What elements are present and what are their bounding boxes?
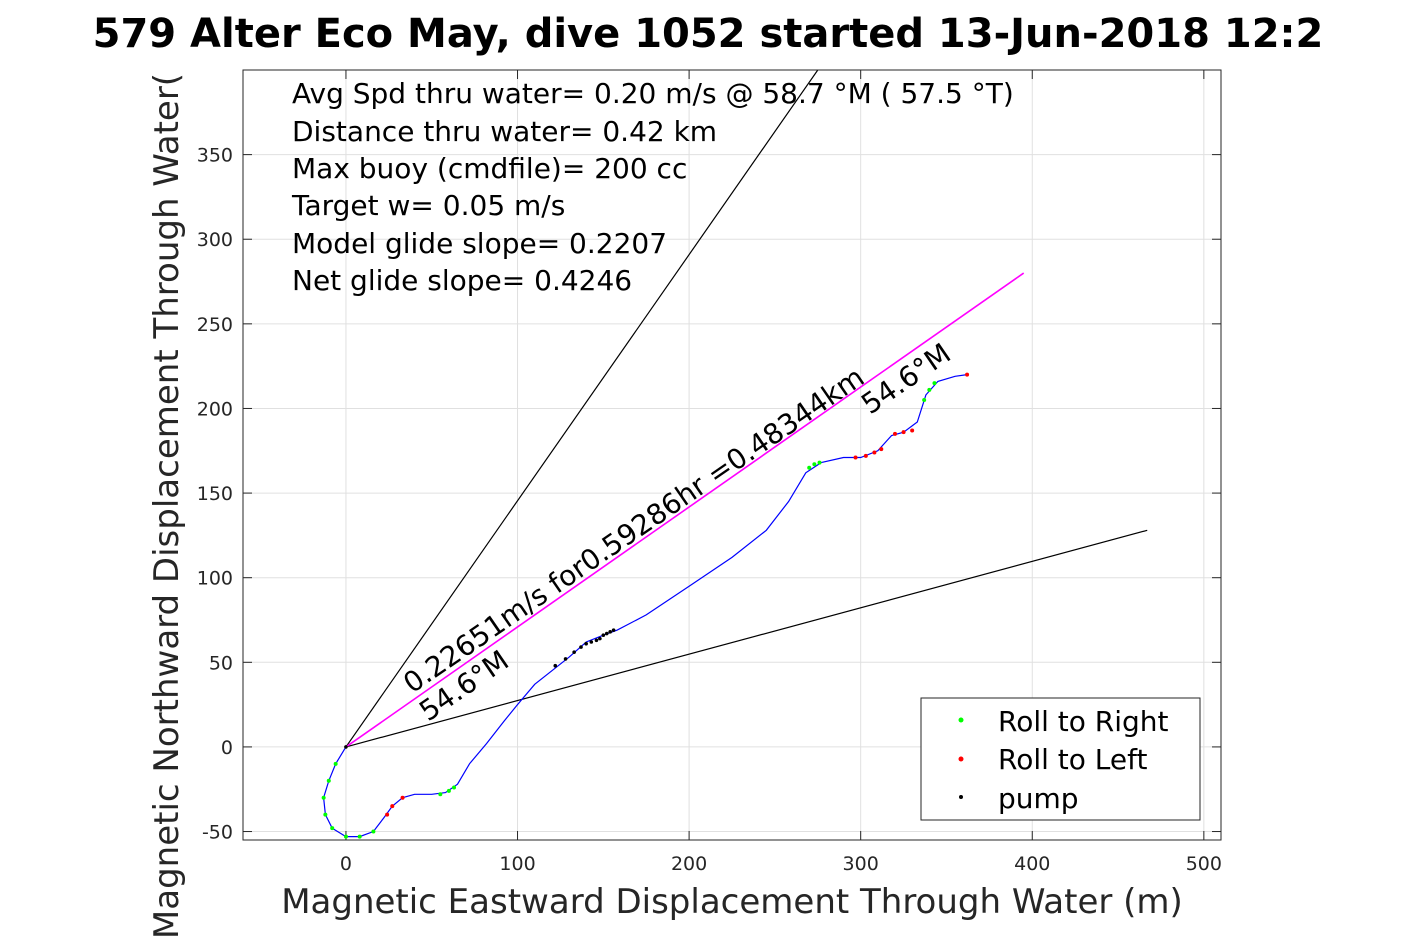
x-tick-label: 400 [1014, 853, 1050, 875]
y-tick-label: 300 [197, 229, 233, 251]
x-tick-label: 300 [843, 853, 879, 875]
roll-right-point [357, 834, 362, 839]
roll-right-point [812, 462, 817, 467]
pump-point [584, 641, 588, 646]
roll-right-point [323, 812, 328, 817]
pump-point [594, 638, 599, 643]
info-box: Avg Spd thru water= 0.20 m/s @ 58.7 °M (… [291, 77, 1014, 297]
pump-point [601, 633, 606, 638]
info-line-max-buoy: Max buoy (cmdfile)= 200 cc [292, 152, 687, 185]
y-tick-label: 100 [197, 568, 233, 590]
info-line-model-glide: Model glide slope= 0.2207 [292, 227, 667, 260]
y-tick-label: 200 [197, 398, 233, 420]
y-tick-label: 350 [197, 145, 233, 167]
roll-left-point [910, 428, 915, 433]
legend: Roll to Right Roll to Left pump [920, 697, 1201, 821]
roll-left-point [390, 804, 395, 809]
pump-point [598, 636, 602, 641]
grid-lines [243, 70, 1221, 840]
roll-left-point [901, 430, 906, 435]
roll-right-point [321, 795, 326, 800]
pump-point [563, 657, 568, 661]
roll-left-point [853, 455, 858, 460]
heading-line [345, 272, 1025, 748]
roll-right-point [371, 829, 376, 834]
roll-right-point [932, 381, 937, 386]
x-tick-label: 0 [340, 853, 352, 875]
pump-point [579, 645, 583, 649]
roll-left-point [385, 812, 390, 817]
pump-point [344, 745, 348, 749]
pump-point [553, 663, 558, 668]
x-tick-label: 500 [1186, 853, 1222, 875]
legend-label-pump: pump [998, 782, 1079, 815]
roll-right-point [438, 792, 443, 797]
roll-right-point [817, 460, 822, 465]
y-tick-label: 0 [221, 737, 233, 759]
y-tick-label: 50 [209, 652, 233, 674]
roll-left-point [400, 795, 405, 800]
roll-left-point [863, 453, 868, 458]
legend-label-roll-right: Roll to Right [998, 705, 1169, 738]
roll-left-point [965, 372, 970, 377]
roll-right-point [326, 778, 331, 783]
reference-lines [345, 70, 1148, 748]
y-tick-label: 250 [197, 314, 233, 336]
pump-point [572, 650, 576, 654]
x-tick-label: 200 [671, 853, 707, 875]
pump-point [611, 628, 616, 632]
roll-left-point [879, 447, 884, 452]
chart-title: 579 Alter Eco May, dive 1052 started 13-… [93, 11, 1324, 57]
boundary-line-upper [345, 70, 819, 748]
info-line-net-glide: Net glide slope= 0.4246 [292, 264, 632, 297]
pump-point [604, 631, 609, 636]
roll-right-point [452, 785, 457, 790]
info-line-distance: Distance thru water= 0.42 km [292, 115, 717, 148]
pump-point [608, 630, 612, 634]
roll-right-point [922, 398, 927, 402]
axis-ticks [243, 70, 1221, 840]
roll-right-point [927, 387, 932, 392]
x-tick-label: 100 [499, 853, 535, 875]
y-tick-labels: -50 0 50 100 150 200 250 300 350 [197, 145, 233, 844]
y-axis-label: Magnetic Northward Displacement Through … [147, 73, 187, 939]
roll-left-point [872, 450, 877, 455]
y-tick-label: 150 [197, 483, 233, 505]
roll-left-point [893, 431, 897, 436]
legend-marker-pump [959, 795, 963, 799]
roll-right-point [330, 826, 335, 831]
pump-point [589, 640, 594, 644]
boundary-line-lower [345, 529, 1148, 748]
legend-marker-roll-left [958, 756, 964, 762]
roll-right-point [807, 465, 812, 470]
x-tick-labels: 0 100 200 300 400 500 [340, 853, 1222, 875]
x-axis-label: Magnetic Eastward Displacement Through W… [281, 882, 1183, 922]
roll-right-point [333, 761, 338, 766]
plot-border [242, 69, 1222, 841]
y-tick-label: -50 [202, 822, 233, 844]
info-line-avg-speed: Avg Spd thru water= 0.20 m/s @ 58.7 °M (… [292, 77, 1014, 110]
roll-right-point [446, 788, 451, 793]
info-line-target-w: Target w= 0.05 m/s [291, 189, 565, 222]
legend-label-roll-left: Roll to Left [998, 743, 1147, 776]
roll-right-point [343, 834, 348, 839]
legend-box [920, 697, 1201, 821]
marker-series [321, 372, 970, 839]
legend-marker-roll-right [958, 717, 964, 723]
